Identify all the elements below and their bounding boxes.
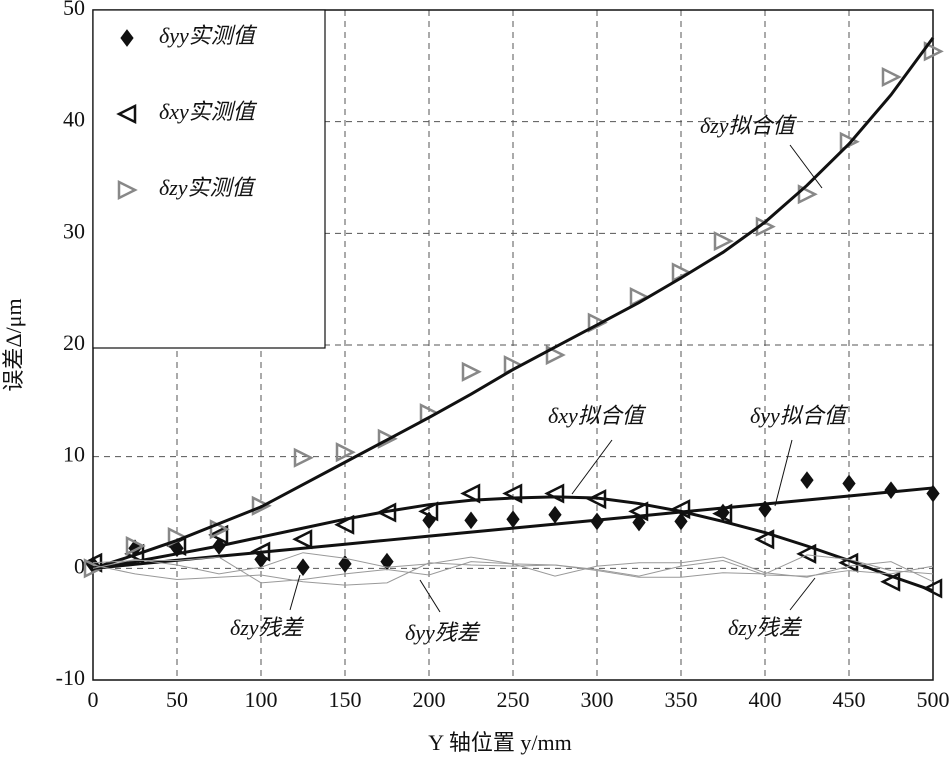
marker <box>712 503 733 524</box>
x-tick-label: 300 <box>581 687 614 712</box>
marker <box>251 495 272 516</box>
marker <box>506 510 520 529</box>
marker <box>460 483 481 504</box>
x-axis-label: Y 轴位置 y/mm <box>428 730 571 755</box>
residual-line <box>92 554 934 586</box>
fit-line <box>92 37 935 570</box>
y-tick-label: -10 <box>56 665 85 690</box>
annotation-leader <box>789 144 823 189</box>
y-tick-label: 30 <box>63 218 85 243</box>
y-tick-label: 50 <box>63 0 85 20</box>
annotation: δyy残差 <box>405 620 481 645</box>
x-tick-label: 500 <box>917 687 950 712</box>
x-tick-label: 350 <box>665 687 698 712</box>
marker <box>334 514 355 535</box>
marker <box>293 447 314 468</box>
marker <box>125 535 146 557</box>
marker <box>544 483 565 504</box>
annotation: δyy拟合值 <box>750 403 849 428</box>
marker <box>713 231 734 252</box>
annotation: δzy残差 <box>230 615 305 640</box>
annotation: δxy拟合值 <box>548 403 647 428</box>
marker <box>120 29 134 47</box>
annotation-leader <box>571 439 613 495</box>
marker <box>376 502 397 523</box>
x-tick-label: 100 <box>245 687 278 712</box>
marker <box>377 428 398 449</box>
fit-line <box>92 495 934 593</box>
legend-box <box>92 9 326 349</box>
marker <box>548 505 562 524</box>
x-tick-label: 0 <box>88 687 99 712</box>
marker <box>338 555 352 573</box>
annotation-leader <box>789 577 816 611</box>
marker <box>545 345 566 366</box>
marker <box>842 474 856 493</box>
marker <box>923 41 944 62</box>
marker <box>418 501 439 522</box>
residual-line <box>92 556 934 584</box>
marker <box>800 471 814 489</box>
marker <box>292 529 313 550</box>
x-tick-label: 450 <box>833 687 866 712</box>
x-tick-label: 250 <box>497 687 530 712</box>
marker <box>461 361 482 382</box>
marker <box>884 481 898 500</box>
marker <box>335 442 356 463</box>
x-tick-label: 200 <box>413 687 446 712</box>
marker <box>587 312 608 333</box>
marker <box>881 66 902 88</box>
marker <box>922 578 943 599</box>
x-tick-label: 400 <box>749 687 782 712</box>
legend-label: δyy实测值 <box>159 23 258 48</box>
marker <box>117 179 138 201</box>
annotation-leader <box>774 439 793 507</box>
marker <box>208 524 229 545</box>
x-tick-label: 150 <box>329 687 362 712</box>
annotation: δzy残差 <box>728 615 803 640</box>
legend-label: δxy实测值 <box>159 99 258 124</box>
y-tick-label: 20 <box>63 330 85 355</box>
y-tick-label: 10 <box>63 442 85 467</box>
y-axis-label: 误差Δ/μm <box>1 298 26 391</box>
fit-line <box>92 486 934 570</box>
marker <box>116 103 137 125</box>
y-tick-label: 40 <box>63 107 85 132</box>
marker <box>83 558 104 579</box>
marker <box>632 513 646 532</box>
marker <box>754 529 775 550</box>
legend: δyy实测值 δxy实测值 δzy实测值 <box>92 9 326 349</box>
x-tick-label: 50 <box>166 687 188 712</box>
annotation: δzy拟合值 <box>700 113 798 138</box>
marker <box>674 512 688 531</box>
annotation-leader <box>289 574 301 611</box>
marker <box>296 558 310 577</box>
marker <box>796 543 817 564</box>
legend-label: δzy实测值 <box>159 175 257 200</box>
y-tick-label: 0 <box>74 553 85 578</box>
marker <box>464 511 478 530</box>
annotation-leader <box>419 579 441 613</box>
